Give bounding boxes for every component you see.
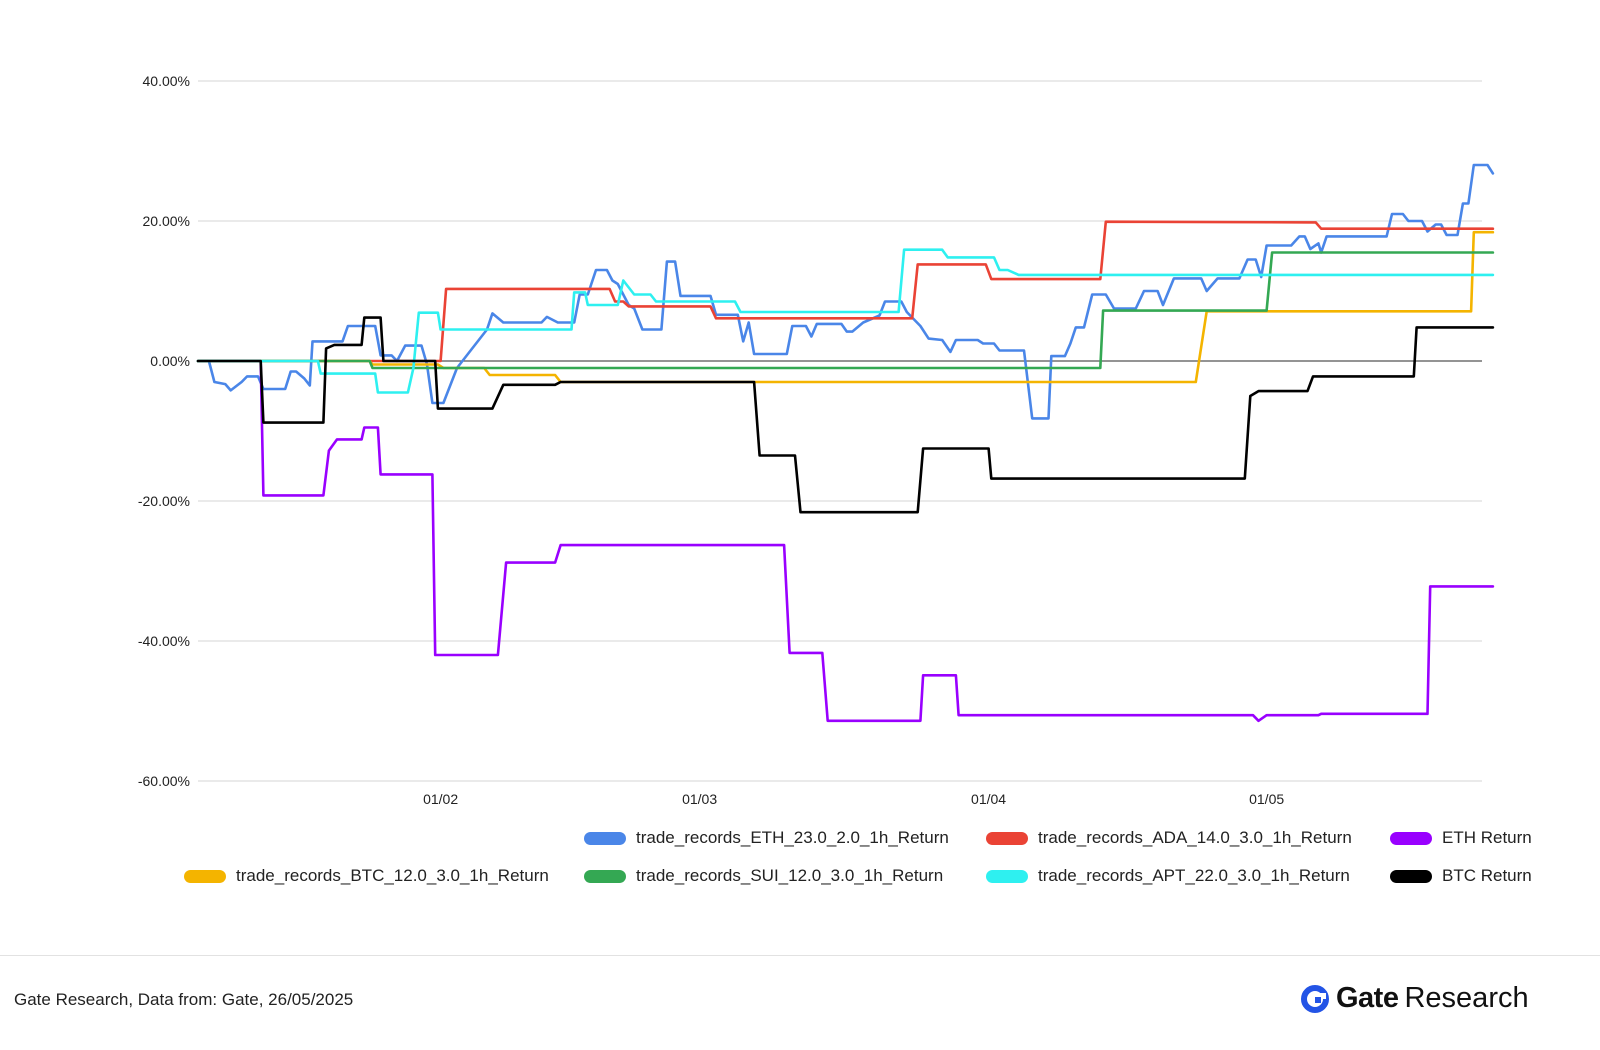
series-line-0	[196, 163, 1495, 420]
source-note: Gate Research, Data from: Gate, 26/05/20…	[14, 990, 354, 1009]
legend-item-btc-return: BTC Return	[1390, 866, 1532, 886]
y-tick-label: 0.00%	[150, 353, 190, 369]
legend-label: ETH Return	[1442, 828, 1532, 847]
legend-item-sui-strategy: trade_records_SUI_12.0_3.0_1h_Return	[584, 866, 943, 886]
legend: trade_records_ETH_23.0_2.0_1h_Return tra…	[0, 828, 1600, 918]
legend-swatch	[1390, 869, 1432, 883]
legend-swatch	[584, 831, 626, 845]
legend-item-btc-strategy: trade_records_BTC_12.0_3.0_1h_Return	[184, 866, 549, 886]
footer-divider	[0, 955, 1600, 956]
series-line-2	[196, 359, 1495, 723]
legend-label: trade_records_APT_22.0_3.0_1h_Return	[1038, 866, 1350, 885]
legend-label: BTC Return	[1442, 866, 1532, 885]
grid-layer	[198, 80, 1482, 782]
legend-swatch	[1390, 831, 1432, 845]
legend-item-apt-strategy: trade_records_APT_22.0_3.0_1h_Return	[986, 866, 1350, 886]
series-line-5	[196, 248, 1495, 394]
legend-swatch	[986, 831, 1028, 845]
gate-research-logo: Gate Research	[1300, 982, 1529, 1015]
axis-layer: 40.00% 20.00% 0.00% -20.00% -40.00% -60.00% 01…	[138, 73, 1285, 807]
series-layer	[196, 163, 1495, 723]
x-tick-label: 01/02	[423, 791, 458, 807]
gate-logo-icon	[1301, 984, 1329, 1013]
series-line-3	[196, 230, 1495, 384]
legend-swatch	[584, 869, 626, 883]
legend-label: trade_records_ADA_14.0_3.0_1h_Return	[1038, 828, 1352, 847]
series-line-6	[196, 316, 1495, 514]
brand-name: Gate	[1336, 982, 1399, 1014]
y-tick-label: -60.00%	[138, 773, 190, 789]
series-line-4	[196, 251, 1495, 370]
x-tick-label: 01/03	[682, 791, 717, 807]
legend-item-eth-return: ETH Return	[1390, 828, 1532, 848]
y-tick-label: -40.00%	[138, 633, 190, 649]
legend-label: trade_records_BTC_12.0_3.0_1h_Return	[236, 866, 549, 885]
legend-label: trade_records_SUI_12.0_3.0_1h_Return	[636, 866, 944, 885]
chart-area: 40.00% 20.00% 0.00% -20.00% -40.00% -60.00% 01…	[138, 73, 1495, 807]
legend-item-ada-strategy: trade_records_ADA_14.0_3.0_1h_Return	[986, 828, 1352, 848]
brand-suffix: Research	[1404, 982, 1529, 1014]
y-tick-label: 40.00%	[143, 73, 190, 89]
y-tick-label: -20.00%	[138, 493, 190, 509]
x-tick-label: 01/04	[971, 791, 1006, 807]
series-line-1	[196, 220, 1495, 363]
legend-swatch	[986, 869, 1028, 883]
legend-item-eth-strategy: trade_records_ETH_23.0_2.0_1h_Return	[584, 828, 949, 848]
line-chart: 40.00% 20.00% 0.00% -20.00% -40.00% -60.00% 01…	[138, 73, 1495, 807]
legend-swatch	[184, 869, 226, 883]
y-tick-label: 20.00%	[143, 213, 190, 229]
legend-label: trade_records_ETH_23.0_2.0_1h_Return	[636, 828, 949, 847]
x-tick-label: 01/05	[1249, 791, 1284, 807]
